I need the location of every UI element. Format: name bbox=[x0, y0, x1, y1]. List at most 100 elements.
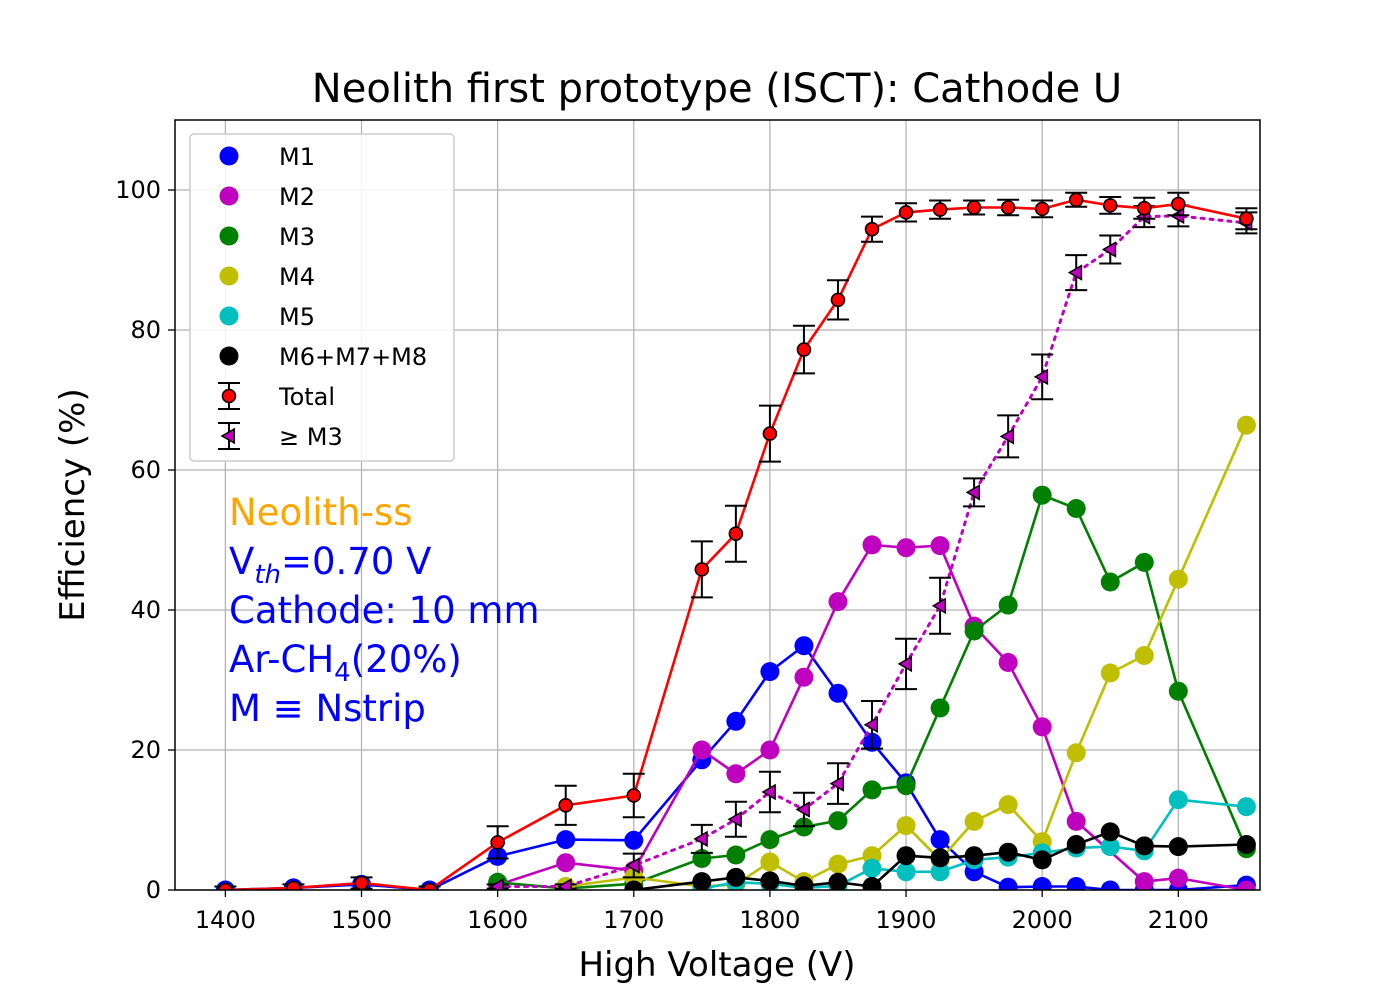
annotation-subscript: 4 bbox=[334, 658, 351, 688]
data-point bbox=[998, 842, 1018, 862]
data-point bbox=[1066, 743, 1086, 763]
annotation-part: V bbox=[229, 540, 254, 583]
data-point bbox=[1033, 368, 1049, 386]
data-point bbox=[1168, 837, 1188, 857]
legend-entry-m1: M1 bbox=[219, 143, 315, 171]
data-point bbox=[1168, 681, 1188, 701]
data-point bbox=[828, 872, 848, 890]
plot-area-frame bbox=[174, 119, 1261, 891]
data-point bbox=[1168, 790, 1188, 810]
data-point bbox=[1236, 835, 1256, 854]
y-axis-label: Efficiency (%) bbox=[53, 388, 93, 621]
data-point bbox=[762, 426, 778, 441]
data-point bbox=[896, 846, 916, 866]
data-point bbox=[624, 830, 644, 850]
data-point bbox=[966, 200, 982, 215]
data-point bbox=[898, 205, 914, 220]
data-point bbox=[896, 776, 916, 796]
data-point bbox=[794, 636, 814, 656]
legend-box bbox=[189, 133, 455, 462]
data-point bbox=[998, 653, 1018, 672]
data-point bbox=[760, 871, 780, 890]
legend-label: Total bbox=[278, 383, 335, 411]
legend-marker bbox=[219, 226, 239, 246]
data-point bbox=[1032, 717, 1052, 737]
data-point bbox=[828, 854, 848, 874]
data-point bbox=[829, 775, 844, 792]
legend-entry-m4: M4 bbox=[219, 263, 315, 291]
data-point bbox=[965, 484, 981, 501]
data-point bbox=[760, 740, 780, 760]
data-point bbox=[557, 878, 572, 890]
annotation-part: (20%) bbox=[351, 638, 462, 681]
data-point bbox=[1032, 877, 1052, 890]
data-point bbox=[896, 862, 916, 882]
legend-entry-m2: M2 bbox=[219, 183, 315, 211]
data-point bbox=[1239, 211, 1254, 226]
data-point bbox=[930, 848, 950, 868]
series-line bbox=[497, 543, 1247, 890]
legend-entry-m3: ≥ M3 bbox=[218, 422, 343, 451]
data-point bbox=[1067, 264, 1083, 281]
x-tick-label: 1900 bbox=[876, 906, 937, 934]
data-point bbox=[828, 592, 848, 612]
data-point bbox=[931, 597, 947, 615]
data-point bbox=[760, 830, 780, 850]
x-tick-label: 1700 bbox=[603, 906, 664, 934]
data-point bbox=[760, 852, 780, 872]
annotation-gas: Ar-CH4(20%) bbox=[229, 638, 462, 688]
legend-marker bbox=[220, 427, 235, 445]
legend-label: M5 bbox=[279, 303, 315, 331]
data-point bbox=[998, 877, 1018, 890]
legend-entry-m3: M3 bbox=[219, 223, 315, 251]
data-point bbox=[693, 830, 708, 848]
annotation-cathode: Cathode: 10 mm bbox=[229, 589, 540, 632]
x-tick-label: 1600 bbox=[467, 906, 528, 934]
data-point bbox=[1032, 850, 1052, 870]
legend-marker bbox=[219, 186, 239, 206]
data-point bbox=[692, 872, 712, 890]
data-point bbox=[999, 428, 1015, 445]
data-point bbox=[930, 862, 950, 882]
data-point bbox=[727, 811, 742, 828]
data-point bbox=[862, 780, 882, 800]
legend-marker bbox=[221, 388, 237, 404]
data-point bbox=[862, 877, 882, 890]
x-tick-label: 1800 bbox=[739, 906, 800, 934]
data-point bbox=[828, 811, 848, 831]
data-point bbox=[1100, 837, 1120, 857]
data-point bbox=[897, 655, 912, 673]
data-point bbox=[761, 783, 776, 801]
data-point bbox=[626, 788, 642, 803]
data-point bbox=[1136, 200, 1152, 216]
annotation-part: Ar-CH bbox=[229, 638, 334, 681]
data-point bbox=[692, 740, 712, 760]
data-point bbox=[998, 595, 1018, 615]
data-point bbox=[863, 716, 878, 734]
y-tick-label: 100 bbox=[115, 176, 161, 204]
x-tick-label: 2000 bbox=[1012, 906, 1073, 934]
legend-marker bbox=[219, 306, 239, 326]
data-point bbox=[694, 562, 710, 577]
annotation-part: =0.70 V bbox=[281, 540, 431, 583]
data-point bbox=[794, 876, 814, 890]
data-point bbox=[930, 698, 950, 718]
data-point bbox=[830, 292, 846, 308]
data-point bbox=[1134, 836, 1154, 856]
data-point bbox=[998, 795, 1018, 815]
data-point bbox=[1134, 646, 1154, 665]
data-point bbox=[1134, 552, 1154, 572]
data-point bbox=[862, 535, 882, 555]
legend: M1 M2 M3 M4 M5 M6+M7+M8 Total ≥ M3 bbox=[189, 133, 455, 462]
x-tick-label: 1500 bbox=[331, 906, 392, 934]
data-point bbox=[1168, 569, 1188, 589]
y-tick-label: 0 bbox=[146, 876, 161, 904]
data-point bbox=[796, 342, 812, 357]
data-point bbox=[726, 711, 746, 731]
data-point bbox=[726, 764, 746, 784]
annotation-subscript: th bbox=[254, 560, 281, 590]
series-total bbox=[214, 191, 1258, 890]
data-point bbox=[490, 835, 505, 850]
